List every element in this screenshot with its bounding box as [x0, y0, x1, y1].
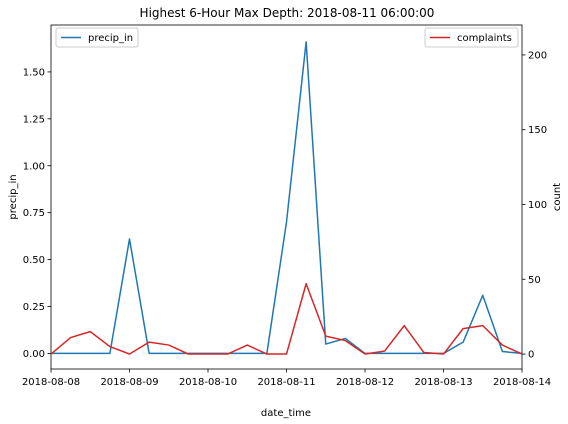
right-tick-label: 150 [528, 125, 547, 136]
x-axis-label: date_time [261, 408, 311, 419]
left-axis: 0.00 0.25 0.50 0.75 1.00 1.25 1.50 [23, 67, 51, 360]
right-tick-label: 0 [528, 350, 534, 361]
left-tick-label: 0.50 [23, 255, 45, 266]
x-tick-label: 2018-08-14 [493, 377, 551, 388]
left-tick-label: 1.50 [23, 67, 45, 78]
left-tick-label: 1.00 [23, 161, 45, 172]
x-tick-label: 2018-08-10 [179, 377, 237, 388]
x-tick-label: 2018-08-12 [336, 377, 394, 388]
legend-right: complaints [424, 27, 519, 48]
left-axis-label: precip_in [8, 174, 19, 219]
legend-right-box [424, 27, 519, 48]
x-tick-label: 2018-08-08 [22, 377, 80, 388]
series-lines [50, 41, 523, 355]
left-tick-label: 0.00 [23, 349, 45, 360]
right-axis: 0 50 100 150 200 [522, 50, 547, 361]
left-tick-label: 0.25 [23, 302, 45, 313]
legend-right-label: complaints [457, 33, 512, 44]
right-tick-label: 200 [528, 50, 547, 61]
left-tick-label: 0.75 [23, 208, 45, 219]
right-tick-label: 50 [528, 275, 541, 286]
series-line-precip-in [51, 41, 523, 355]
right-axis-label: count [552, 183, 563, 211]
x-tick-label: 2018-08-09 [100, 377, 158, 388]
series-line-complaints [50, 283, 523, 355]
x-tick-label: 2018-08-13 [414, 377, 472, 388]
legend-left-label: precip_in [88, 33, 133, 44]
plot-area [50, 24, 523, 370]
right-tick-label: 100 [528, 200, 547, 211]
x-axis: 2018-08-08 2018-08-09 2018-08-10 2018-08-11… [22, 369, 551, 388]
chart-title: Highest 6-Hour Max Depth: 2018-08-11 06:… [140, 6, 435, 20]
legend-left-box [55, 27, 139, 48]
legend-left: precip_in [55, 27, 139, 48]
left-tick-label: 1.25 [23, 114, 45, 125]
x-tick-label: 2018-08-11 [257, 377, 315, 388]
